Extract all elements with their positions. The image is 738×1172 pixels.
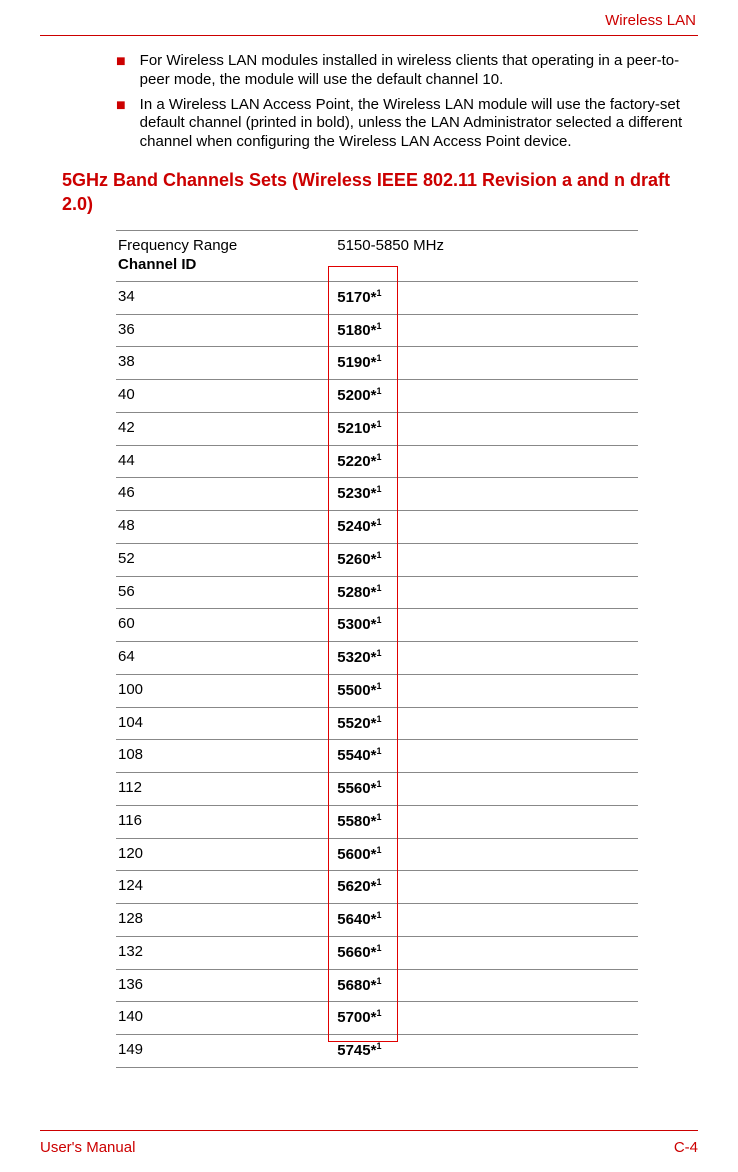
channel-id-cell: 60: [116, 609, 335, 642]
table-row: 1365680*1: [116, 969, 638, 1002]
frequency-cell: 5500*1: [335, 674, 638, 707]
table-row: 1205600*1: [116, 838, 638, 871]
bullet-list: ■ For Wireless LAN modules installed in …: [116, 52, 688, 152]
table-header-right: 5150-5850 MHz: [335, 231, 638, 282]
channel-id-cell: 56: [116, 576, 335, 609]
channel-table: Frequency Range Channel ID 5150-5850 MHz…: [116, 230, 638, 1068]
channel-id-label: Channel ID: [118, 256, 196, 273]
table-row: 1045520*1: [116, 707, 638, 740]
channel-id-cell: 104: [116, 707, 335, 740]
channel-id-cell: 140: [116, 1002, 335, 1035]
frequency-cell: 5580*1: [335, 805, 638, 838]
bullet-marker-icon: ■: [116, 96, 126, 152]
frequency-cell: 5680*1: [335, 969, 638, 1002]
table-row: 645320*1: [116, 642, 638, 675]
frequency-cell: 5620*1: [335, 871, 638, 904]
frequency-cell: 5540*1: [335, 740, 638, 773]
footer: User's Manual C-4: [40, 1130, 698, 1156]
channel-table-wrap: Frequency Range Channel ID 5150-5850 MHz…: [116, 230, 638, 1068]
table-row: 1245620*1: [116, 871, 638, 904]
header-rule: [40, 35, 698, 36]
frequency-cell: 5520*1: [335, 707, 638, 740]
footer-rule: [40, 1130, 698, 1131]
table-row: 1405700*1: [116, 1002, 638, 1035]
channel-id-cell: 64: [116, 642, 335, 675]
frequency-cell: 5560*1: [335, 773, 638, 806]
section-heading: 5GHz Band Channels Sets (Wireless IEEE 8…: [62, 168, 688, 217]
channel-id-cell: 36: [116, 314, 335, 347]
bullet-text: In a Wireless LAN Access Point, the Wire…: [140, 96, 688, 152]
freq-range-label: Frequency Range: [118, 237, 237, 254]
channel-id-cell: 34: [116, 281, 335, 314]
frequency-cell: 5220*1: [335, 445, 638, 478]
table-row: 1005500*1: [116, 674, 638, 707]
bullet-item: ■ In a Wireless LAN Access Point, the Wi…: [116, 96, 688, 152]
channel-id-cell: 38: [116, 347, 335, 380]
frequency-cell: 5320*1: [335, 642, 638, 675]
table-row: 465230*1: [116, 478, 638, 511]
frequency-cell: 5180*1: [335, 314, 638, 347]
frequency-cell: 5745*1: [335, 1035, 638, 1068]
channel-id-cell: 120: [116, 838, 335, 871]
table-row: 345170*1: [116, 281, 638, 314]
bullet-item: ■ For Wireless LAN modules installed in …: [116, 52, 688, 90]
table-row: 365180*1: [116, 314, 638, 347]
footer-right: C-4: [674, 1139, 698, 1156]
table-row: 565280*1: [116, 576, 638, 609]
frequency-cell: 5190*1: [335, 347, 638, 380]
channel-id-cell: 46: [116, 478, 335, 511]
frequency-cell: 5240*1: [335, 511, 638, 544]
frequency-cell: 5210*1: [335, 412, 638, 445]
frequency-cell: 5600*1: [335, 838, 638, 871]
channel-id-cell: 124: [116, 871, 335, 904]
frequency-cell: 5200*1: [335, 380, 638, 413]
channel-id-cell: 52: [116, 543, 335, 576]
table-row: 1125560*1: [116, 773, 638, 806]
frequency-cell: 5230*1: [335, 478, 638, 511]
table-row: 1325660*1: [116, 936, 638, 969]
frequency-cell: 5280*1: [335, 576, 638, 609]
table-row: 405200*1: [116, 380, 638, 413]
frequency-cell: 5700*1: [335, 1002, 638, 1035]
footer-left: User's Manual: [40, 1139, 135, 1156]
table-header-left: Frequency Range Channel ID: [116, 231, 335, 282]
channel-id-cell: 132: [116, 936, 335, 969]
table-row: 1165580*1: [116, 805, 638, 838]
channel-id-cell: 44: [116, 445, 335, 478]
bullet-marker-icon: ■: [116, 52, 126, 90]
channel-id-cell: 128: [116, 904, 335, 937]
channel-id-cell: 48: [116, 511, 335, 544]
channel-id-cell: 116: [116, 805, 335, 838]
frequency-cell: 5660*1: [335, 936, 638, 969]
table-row: 385190*1: [116, 347, 638, 380]
frequency-cell: 5170*1: [335, 281, 638, 314]
frequency-cell: 5260*1: [335, 543, 638, 576]
channel-id-cell: 112: [116, 773, 335, 806]
table-row: 605300*1: [116, 609, 638, 642]
table-header-row: Frequency Range Channel ID 5150-5850 MHz: [116, 231, 638, 282]
channel-id-cell: 149: [116, 1035, 335, 1068]
table-row: 425210*1: [116, 412, 638, 445]
table-row: 1085540*1: [116, 740, 638, 773]
channel-id-cell: 136: [116, 969, 335, 1002]
table-row: 1285640*1: [116, 904, 638, 937]
table-row: 525260*1: [116, 543, 638, 576]
table-row: 485240*1: [116, 511, 638, 544]
channel-id-cell: 40: [116, 380, 335, 413]
channel-id-cell: 100: [116, 674, 335, 707]
channel-id-cell: 42: [116, 412, 335, 445]
bullet-text: For Wireless LAN modules installed in wi…: [140, 52, 688, 90]
header-section: Wireless LAN: [40, 12, 698, 29]
channel-id-cell: 108: [116, 740, 335, 773]
table-row: 1495745*1: [116, 1035, 638, 1068]
table-row: 445220*1: [116, 445, 638, 478]
frequency-cell: 5640*1: [335, 904, 638, 937]
frequency-cell: 5300*1: [335, 609, 638, 642]
